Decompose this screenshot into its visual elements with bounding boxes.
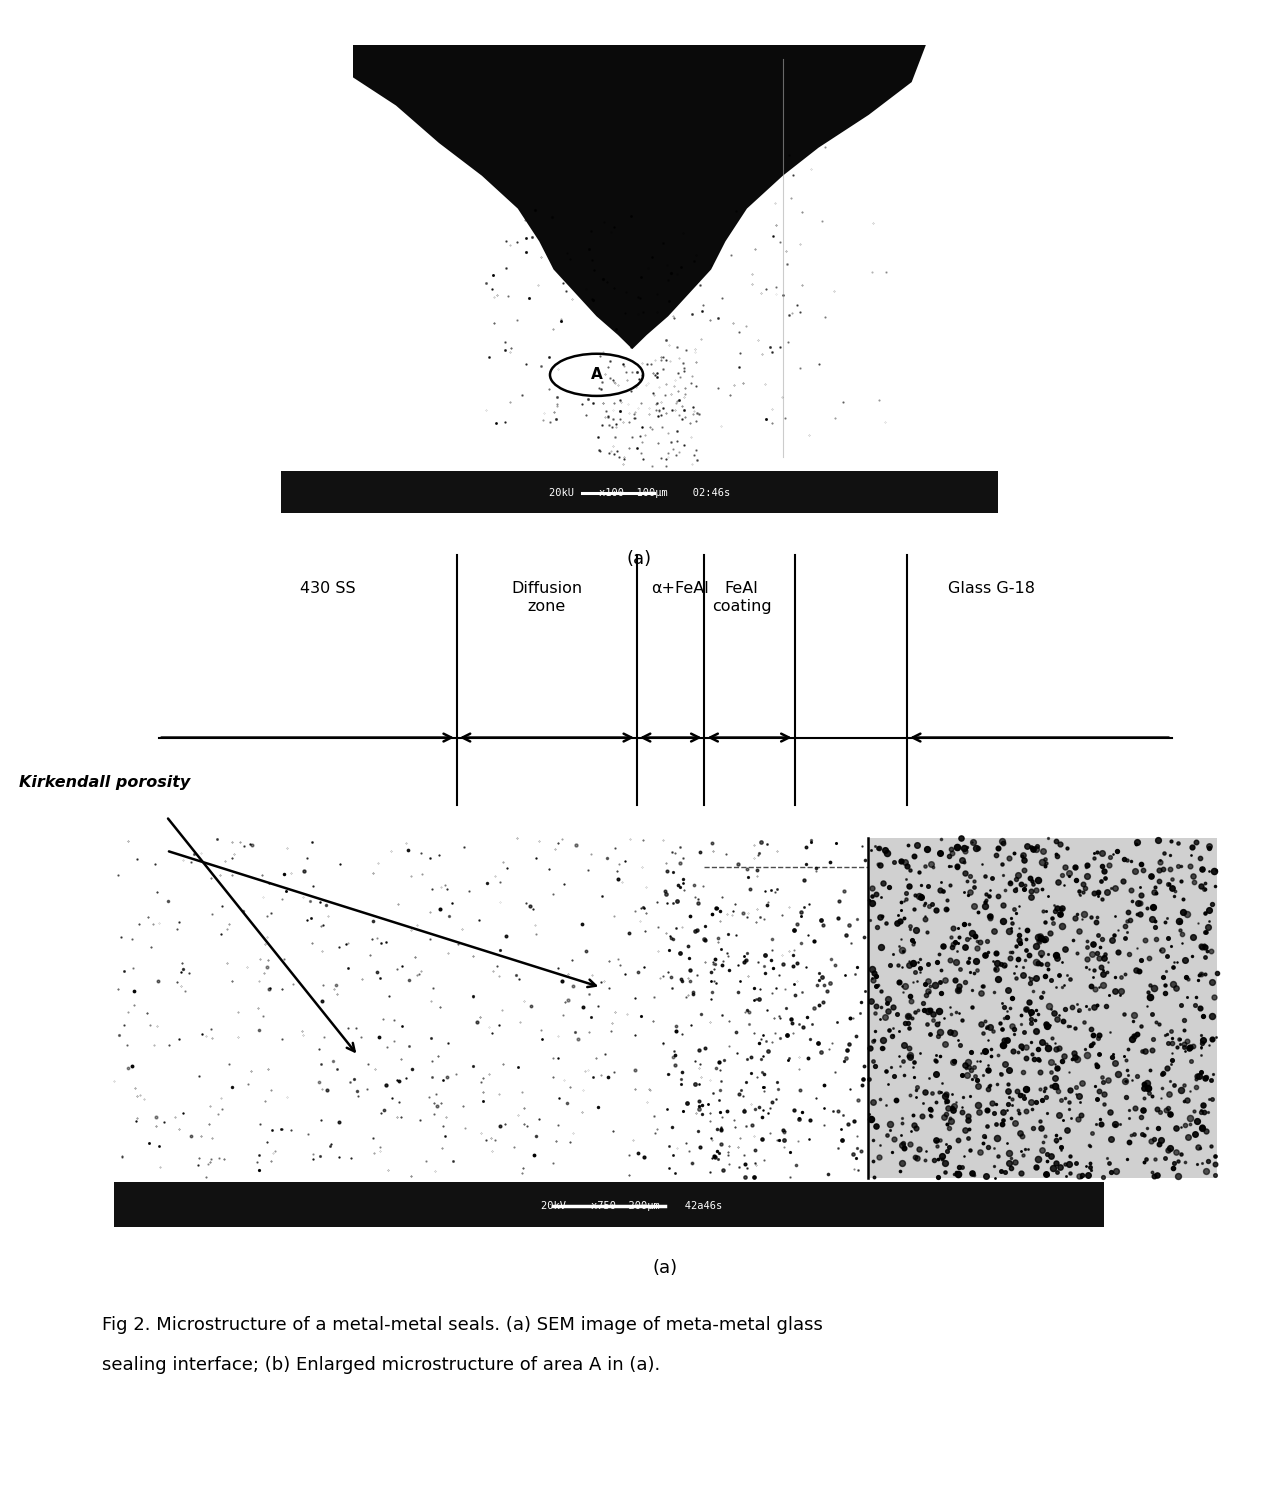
Text: (a): (a) [627, 550, 652, 568]
Bar [281, 471, 998, 513]
Bar [867, 839, 1216, 1178]
Text: 20kV    x750  200μm    42a46s: 20kV x750 200μm 42a46s [541, 1200, 721, 1210]
Bar [114, 1182, 1104, 1227]
Text: FeAl
coating: FeAl coating [712, 581, 771, 614]
Text: Kirkendall porosity: Kirkendall porosity [19, 775, 191, 790]
Text: 430 SS: 430 SS [299, 581, 356, 596]
Polygon shape [353, 45, 926, 349]
Text: (a): (a) [652, 1259, 678, 1277]
Text: Diffusion
zone: Diffusion zone [512, 581, 582, 614]
Text: sealing interface; (b) Enlarged microstructure of area A in (a).: sealing interface; (b) Enlarged microstr… [102, 1356, 660, 1374]
Text: A: A [591, 367, 602, 382]
Text: Fig 2. Microstructure of a metal-metal seals. (a) SEM image of meta-metal glass: Fig 2. Microstructure of a metal-metal s… [102, 1316, 824, 1334]
Text: Glass G-18: Glass G-18 [948, 581, 1035, 596]
Text: α+FeAl: α+FeAl [651, 581, 709, 596]
Text: 20kU    x100  100μm    02:46s: 20kU x100 100μm 02:46s [549, 488, 730, 498]
